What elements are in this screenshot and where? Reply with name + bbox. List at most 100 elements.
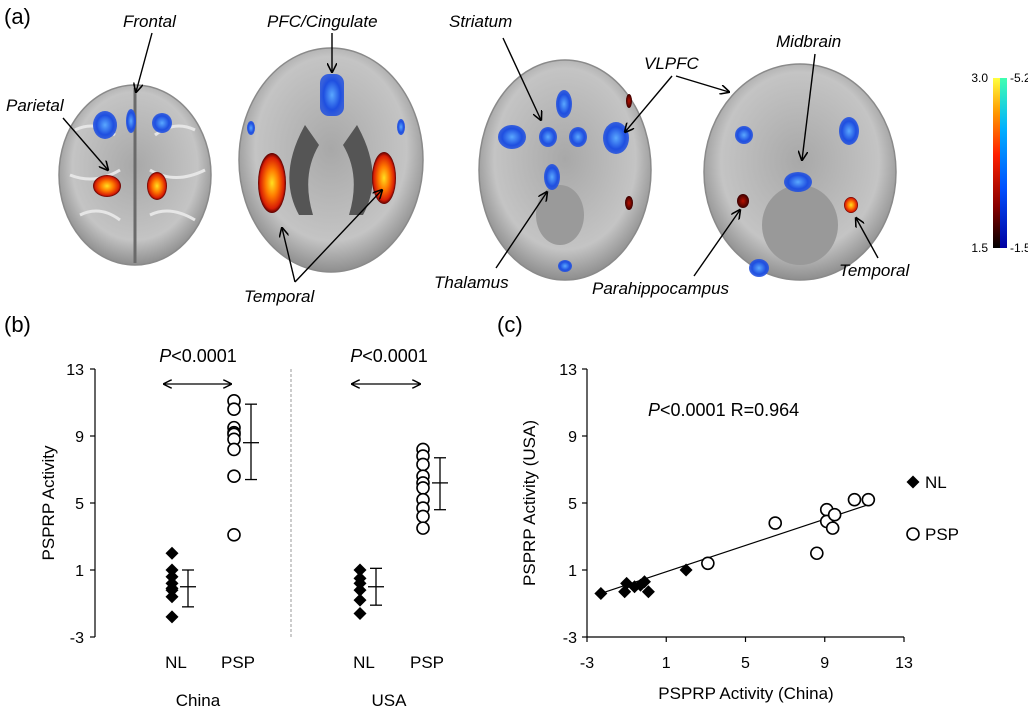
arrow-parietal <box>62 117 108 170</box>
brain-3-blue-top <box>556 90 572 118</box>
panel-b-pvalue-text: <0.0001 <box>171 346 237 366</box>
panel-b-point-psp <box>416 481 430 495</box>
panel-c-point-psp <box>810 546 824 561</box>
panel-b-point-nl <box>353 563 367 577</box>
panel-c-ytick-label: 1 <box>568 563 577 580</box>
panel-b-points <box>165 394 430 624</box>
colorbar: 3.0 1.5 -5.2 -1.5 <box>971 71 1028 255</box>
brain-2-outline <box>238 47 424 273</box>
brain-2-blue-pfc <box>320 74 344 116</box>
brain-4-dark-parahippo <box>737 194 749 208</box>
panel-c-point-psp <box>768 516 783 530</box>
panel-b-yticks: -3 1 5 9 13 <box>66 362 95 647</box>
legend-label-psp: PSP <box>925 525 959 544</box>
panel-b-ylabel: PSPRP Activity <box>39 445 58 560</box>
brain-2-red-left <box>258 153 286 213</box>
panel-b-pvalue: P<0.0001 <box>159 346 237 366</box>
brain-3-blue-thalamus <box>544 164 560 190</box>
colorbar-pos-max: 3.0 <box>971 71 988 85</box>
brain-3-blue-striatum-r <box>569 127 587 147</box>
brain-2-blue-left-edge <box>247 121 255 135</box>
colorbar-pos-min: 1.5 <box>971 241 988 255</box>
arrow-vlpfc-left <box>625 75 673 132</box>
brain-1-red-left <box>93 175 121 197</box>
panel-c-point-psp <box>827 507 842 522</box>
panel-b-ytick-label: 1 <box>75 563 84 580</box>
panel-b-point-psp <box>227 402 241 417</box>
label-parietal: Parietal <box>6 96 65 115</box>
legend-marker-psp <box>906 527 920 541</box>
label-frontal: Frontal <box>123 12 177 31</box>
arrow-vlpfc-right <box>675 75 729 92</box>
panel-c-annotation-text: <0.0001 R=0.964 <box>660 400 799 420</box>
panel-c-xtick-label: 5 <box>741 655 750 672</box>
brain-2-ventricle-left <box>289 125 319 215</box>
brain-1-blue-left <box>93 111 117 139</box>
panel-b-point-nl <box>165 590 179 604</box>
panel-b-point-psp <box>227 528 241 542</box>
arrow-thalamus <box>495 192 547 269</box>
label-temporal-left: Temporal <box>244 287 315 306</box>
brain-4-blue-bottom <box>749 259 769 277</box>
panel-b-category-psp: PSP <box>221 653 255 672</box>
panel-b-point-nl <box>353 593 367 607</box>
brain-3-dark-top <box>626 94 632 108</box>
label-temporal-right: Temporal <box>839 261 910 280</box>
brain-slice-4: Midbrain Parahippocampus Temporal <box>592 32 910 298</box>
panel-letter-c: (c) <box>497 312 523 337</box>
panel-c-ticks: -3 1 5 9 13 -3 1 5 9 13 <box>559 362 913 672</box>
panel-b-pvalue-text: <0.0001 <box>362 346 428 366</box>
panel-b-point-nl <box>165 610 179 624</box>
panel-c-xtick-label: 1 <box>662 655 671 672</box>
panel-c-legend: NL PSP <box>906 473 959 544</box>
panel-b-ytick-label: 9 <box>75 429 84 446</box>
panel-b-ytick-label: 13 <box>66 362 84 379</box>
brain-3-blue-bottom <box>558 260 572 272</box>
panel-c-point-nl <box>594 586 608 600</box>
panel-c-point-nl <box>641 585 655 599</box>
arrow-temporal-right <box>856 218 879 259</box>
panel-b-point-nl <box>165 570 179 584</box>
label-thalamus: Thalamus <box>434 273 509 292</box>
panel-c-ytick-label: 9 <box>568 429 577 446</box>
panel-b-errorbars <box>180 403 448 608</box>
panel-c-point-nl <box>679 563 693 577</box>
panel-c-ytick-label: -3 <box>563 630 577 647</box>
panel-c-point-nl <box>637 575 651 589</box>
arrow-temporal-left-2 <box>294 190 382 283</box>
panel-b-group-label: USA <box>372 691 408 708</box>
colorbar-neg-max: -5.2 <box>1010 71 1028 85</box>
panel-b-pvalue: P<0.0001 <box>350 346 428 366</box>
panel-letter-a: (a) <box>4 4 31 29</box>
brain-2-blue-right-edge <box>397 119 405 135</box>
arrow-striatum <box>502 37 541 120</box>
label-vlpfc: VLPFC <box>644 54 700 73</box>
label-midbrain: Midbrain <box>776 32 841 51</box>
panel-b-pvalue-p: P <box>350 346 362 366</box>
arrow-temporal-left-1 <box>282 228 296 283</box>
brain-1-red-right <box>147 172 167 200</box>
panel-b-point-nl <box>353 576 367 590</box>
panel-c-points <box>594 492 876 600</box>
panel-b-point-psp <box>416 457 430 472</box>
panel-c-ytick-label: 5 <box>568 496 577 513</box>
legend-marker-nl <box>906 475 920 489</box>
brain-2-ventricle-right <box>343 125 373 215</box>
panel-letter-b: (b) <box>4 312 31 337</box>
panel-b-point-psp <box>416 521 430 535</box>
panel-c-point-psp <box>861 492 876 507</box>
label-striatum: Striatum <box>449 12 512 31</box>
brain-slice-2: PFC/Cingulate Temporal <box>238 12 424 306</box>
label-pfc-cingulate: PFC/Cingulate <box>267 12 378 31</box>
panel-b-group-label: China <box>176 691 221 708</box>
panel-c-xtick-label: 9 <box>820 655 829 672</box>
panel-c: (c) PSPRP Activity (USA) PSPRP Activity … <box>497 312 959 703</box>
legend-label-nl: NL <box>925 473 947 492</box>
panel-c-point-psp <box>701 556 715 571</box>
arrow-frontal <box>136 32 153 92</box>
panel-c-xtick-label: -3 <box>580 655 594 672</box>
colorbar-positive <box>993 78 1000 248</box>
panel-b-point-nl <box>353 607 367 621</box>
panel-b-pvalue-p: P <box>159 346 171 366</box>
brain-4-blue-midbrain <box>784 172 812 192</box>
